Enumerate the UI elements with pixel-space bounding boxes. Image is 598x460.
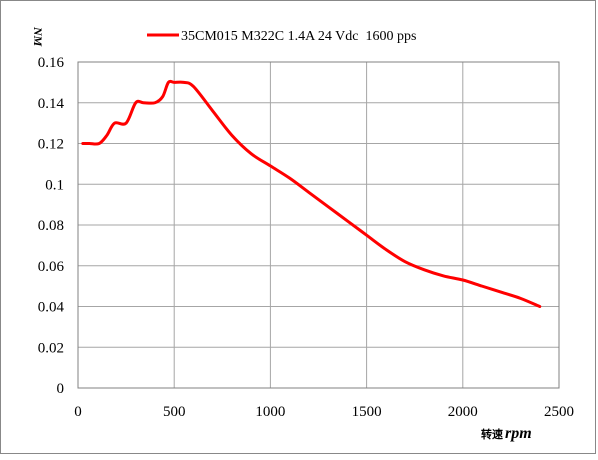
y-axis-label: NM <box>31 26 45 47</box>
plot-area <box>77 61 560 389</box>
y-tick-label: 0.14 <box>38 96 65 112</box>
y-tick-label: 0.12 <box>38 137 64 153</box>
series-layer <box>81 79 542 308</box>
y-tick-label: 0 <box>57 381 65 397</box>
x-tick-label: 1000 <box>255 404 285 420</box>
x-tick-label: 500 <box>163 404 186 420</box>
legend: 35CM015 M322C 1.4A 24 Vdc 1600 pps <box>147 29 416 44</box>
y-tick-label: 0.1 <box>45 177 64 193</box>
x-tick-label: 0 <box>74 404 82 420</box>
x-tick-labels: 0 500 1000 1500 2000 2500 <box>74 404 574 420</box>
x-tick-label: 1500 <box>352 404 382 420</box>
y-tick-labels: 0 0.02 0.04 0.06 0.08 0.1 0.12 0.14 0.16 <box>38 55 65 397</box>
y-tick-label: 0.06 <box>38 259 65 275</box>
legend-label: 35CM015 M322C 1.4A 24 Vdc 1600 pps <box>181 29 416 44</box>
x-axis-label-cjk: 转速 <box>481 427 503 441</box>
y-tick-label: 0.02 <box>38 340 64 356</box>
y-tick-label: 0.16 <box>38 55 65 71</box>
x-tick-label: 2500 <box>544 404 574 420</box>
x-axis-label: 转速 <box>481 427 503 441</box>
x-axis-unit: rpm <box>505 425 532 442</box>
series-line <box>81 79 542 308</box>
x-tick-label: 2000 <box>448 404 478 420</box>
grid-layer <box>77 61 560 389</box>
y-tick-label: 0.04 <box>38 300 65 316</box>
y-tick-label: 0.08 <box>38 218 64 234</box>
